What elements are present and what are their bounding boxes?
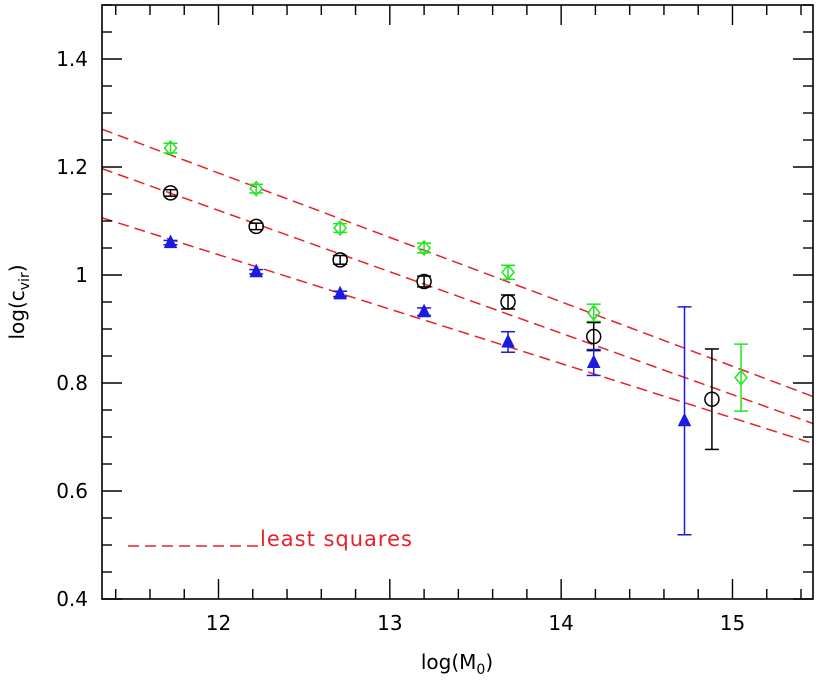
least-squares-line bbox=[101, 167, 814, 425]
y-axis-title-sub: vir bbox=[17, 272, 33, 290]
triangle-marker bbox=[677, 412, 692, 427]
x-axis-title-main: log(M bbox=[421, 650, 477, 674]
axis-ticks bbox=[102, 4, 813, 600]
y-tick-label: 1.4 bbox=[56, 47, 88, 71]
circle-point bbox=[162, 185, 179, 201]
y-tick-label: 1 bbox=[75, 263, 88, 287]
diamond-point bbox=[501, 264, 516, 281]
x-axis-title-sub: 0 bbox=[476, 662, 485, 678]
diamond-point bbox=[417, 239, 432, 257]
triangle-marker bbox=[417, 303, 431, 318]
y-axis-title-main: log(c bbox=[5, 290, 29, 339]
fit-lines bbox=[101, 128, 814, 445]
circle-point bbox=[585, 321, 602, 352]
triangle-point bbox=[249, 263, 264, 278]
diamond-marker bbox=[734, 369, 749, 386]
y-tick-labels: 0.4 0.6 0.8 1 1.2 1.4 bbox=[56, 47, 88, 611]
diamond-marker bbox=[333, 219, 348, 237]
plot-frame bbox=[101, 4, 814, 600]
circle-marker bbox=[704, 391, 720, 407]
x-tick-label: 13 bbox=[377, 611, 402, 635]
diamond-marker bbox=[501, 264, 516, 281]
circle-marker bbox=[585, 328, 602, 345]
diamond-point bbox=[249, 180, 264, 197]
triangle-point bbox=[586, 348, 601, 377]
diamond-marker bbox=[586, 304, 601, 321]
circle-marker bbox=[416, 273, 432, 290]
diamond-point bbox=[734, 343, 749, 412]
x-tick-labels: 12 13 14 15 bbox=[206, 611, 745, 635]
triangle-point bbox=[333, 285, 348, 300]
circle-point bbox=[416, 273, 432, 290]
circle-point bbox=[248, 218, 264, 235]
x-tick-label: 15 bbox=[720, 611, 745, 635]
y-tick-label: 1.2 bbox=[56, 155, 88, 179]
triangle-marker bbox=[163, 234, 178, 249]
y-tick-label: 0.4 bbox=[56, 587, 88, 611]
y-axis-title-end: ) bbox=[5, 264, 29, 272]
diamond-point bbox=[163, 139, 178, 157]
diamond-marker bbox=[249, 180, 264, 197]
y-tick-label: 0.8 bbox=[56, 371, 88, 395]
triangle-marker bbox=[333, 285, 347, 300]
triangle-marker bbox=[249, 263, 264, 278]
diamond-marker bbox=[163, 139, 178, 157]
diamond-marker bbox=[417, 239, 432, 257]
triangle-marker bbox=[586, 354, 601, 368]
circle-point bbox=[704, 348, 720, 451]
x-axis-title-end: ) bbox=[485, 650, 493, 674]
least-squares-line bbox=[101, 217, 814, 445]
circle-marker bbox=[500, 294, 516, 310]
triangle-point bbox=[677, 306, 692, 536]
y-axis-title: log(cvir) bbox=[5, 264, 33, 339]
triangle-point bbox=[417, 303, 432, 318]
triangle-point bbox=[501, 330, 516, 353]
diamond-point bbox=[586, 303, 601, 323]
triangle-marker bbox=[501, 333, 515, 348]
circle-marker bbox=[332, 252, 348, 268]
least-squares-line bbox=[101, 128, 814, 398]
x-axis-title: log(M0) bbox=[421, 650, 493, 678]
x-tick-label: 14 bbox=[548, 611, 573, 635]
triangle-point bbox=[163, 234, 178, 249]
circle-point bbox=[500, 294, 516, 310]
diamond-point bbox=[333, 219, 348, 237]
circle-marker bbox=[162, 185, 179, 201]
legend-label: least squares bbox=[260, 527, 413, 551]
circle-point bbox=[332, 252, 348, 268]
x-tick-label: 12 bbox=[206, 611, 231, 635]
circle-marker bbox=[248, 218, 264, 235]
y-tick-label: 0.6 bbox=[56, 479, 88, 503]
data-points bbox=[162, 139, 749, 536]
